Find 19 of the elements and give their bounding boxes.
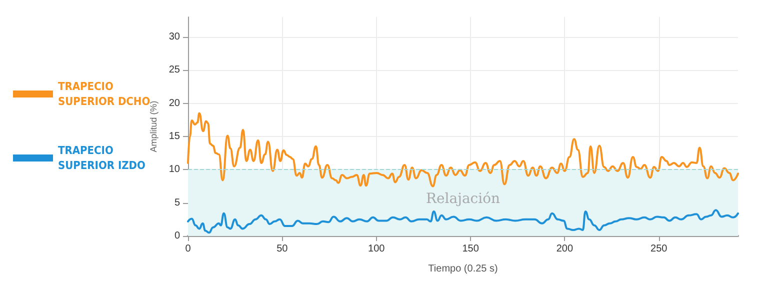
legend-label: TRAPECIO SUPERIOR IZDO [58, 144, 146, 172]
x-tick-label: 0 [185, 244, 192, 254]
band-label: Relajación [426, 190, 500, 207]
x-tick-label: 250 [650, 244, 668, 254]
y-tick-label: 10 [168, 164, 180, 176]
y-tick-label: 20 [168, 98, 180, 109]
y-tick-label: 5 [174, 197, 180, 208]
y-tick-label: 0 [174, 230, 180, 242]
x-axis-title: Tiempo (0.25 s) [428, 264, 498, 274]
line-series [187, 209, 739, 234]
y-tick-label: 25 [168, 64, 180, 76]
x-tick-label: 150 [462, 244, 480, 254]
x-tick-label: 50 [276, 244, 288, 254]
y-tick-label: 30 [168, 31, 180, 42]
x-tick-label: 200 [556, 244, 574, 254]
line-series [187, 112, 739, 188]
legend-label: TRAPECIO SUPERIOR DCHO [58, 80, 150, 108]
x-tick-label: 100 [368, 244, 386, 254]
y-tick-label: 15 [168, 130, 180, 142]
